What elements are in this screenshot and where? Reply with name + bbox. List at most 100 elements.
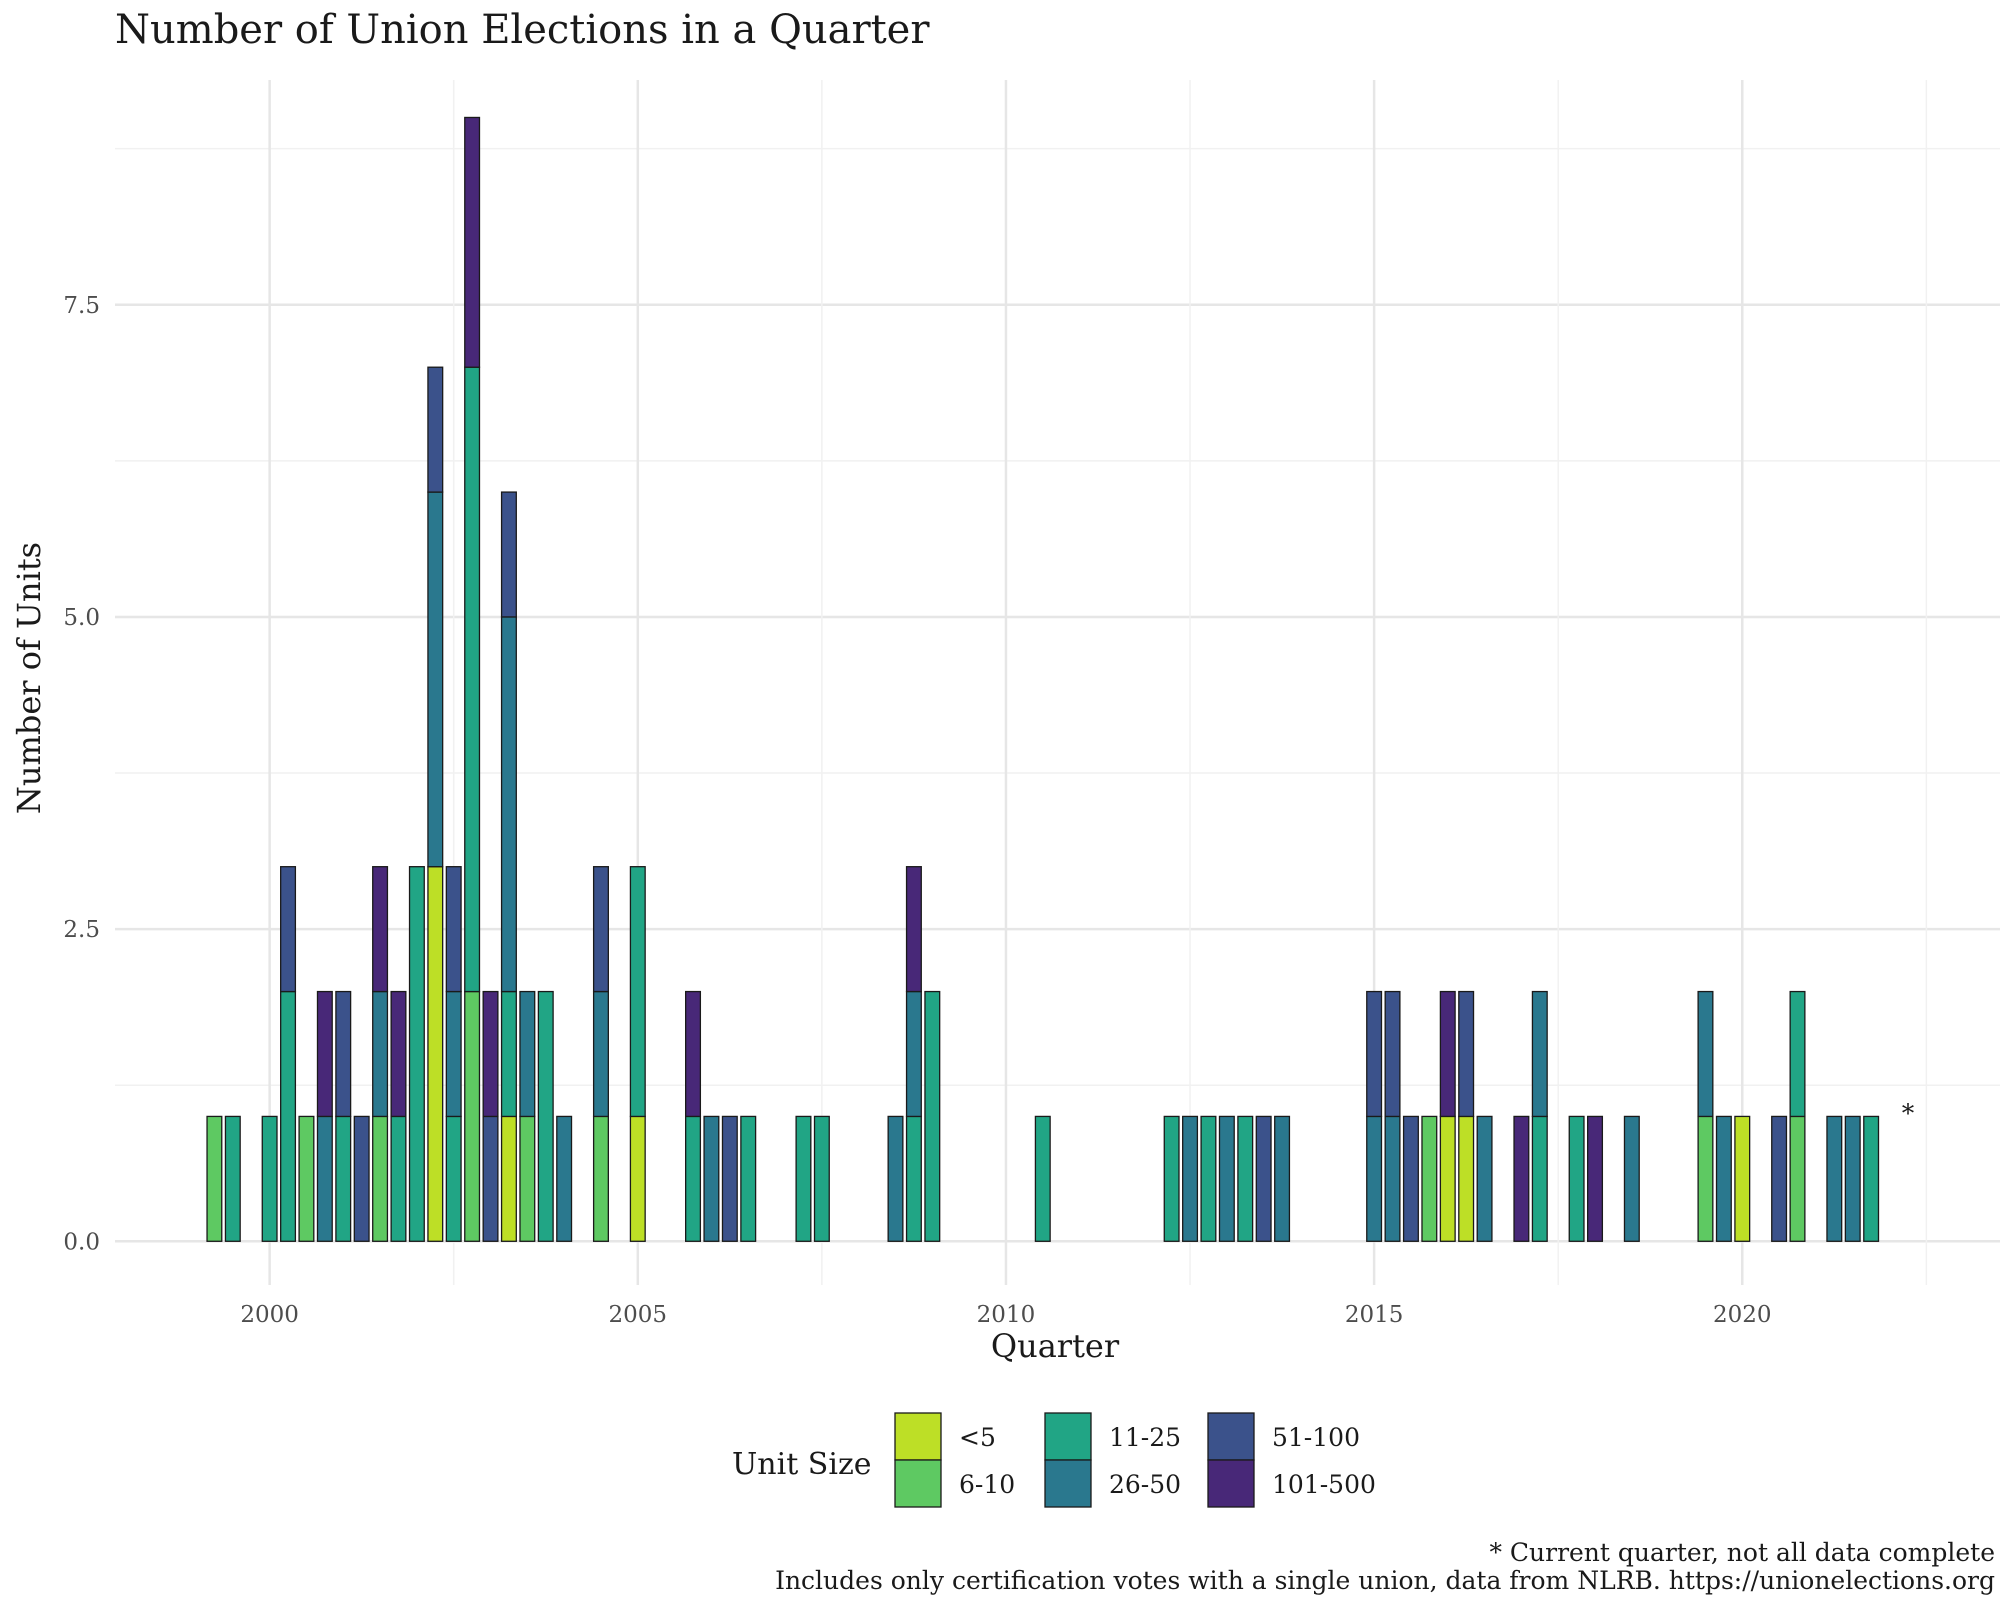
bar-stack xyxy=(1568,1115,1585,1242)
bar-stack xyxy=(1274,1115,1291,1242)
bar-stack xyxy=(1789,990,1806,1242)
bar-stack xyxy=(740,1115,757,1242)
bar-segment-s26_50 xyxy=(500,616,517,993)
bar-segment-s6_10 xyxy=(206,1115,223,1242)
bar-segment-s51_100 xyxy=(482,1115,499,1242)
bar-segment-s6_10 xyxy=(1789,1115,1806,1242)
bar-stack xyxy=(1384,990,1401,1242)
bar-segment-s11_25 xyxy=(1034,1115,1051,1242)
bar-segment-s6_10 xyxy=(1421,1115,1438,1242)
bar-segment-s11_25 xyxy=(1237,1115,1254,1242)
bar-segment-s26_50 xyxy=(427,491,444,868)
bar-segment-s26_50 xyxy=(519,990,536,1118)
bar-stack xyxy=(408,866,425,1242)
bar-segment-s11_25 xyxy=(261,1115,278,1242)
bar-segment-s26_50 xyxy=(1623,1115,1640,1242)
bar-stack xyxy=(1421,1115,1438,1242)
x-tick-label: 2015 xyxy=(1345,1302,1404,1328)
legend-label-s51_100: 51-100 xyxy=(1272,1423,1360,1452)
bar-stack xyxy=(1844,1115,1861,1242)
bar-stack xyxy=(519,990,536,1242)
bar-segment-s51_100 xyxy=(445,866,462,993)
bar-segment-s51_100 xyxy=(335,990,352,1118)
bar-segment-s26_50 xyxy=(445,990,462,1118)
bar-segment-s11_25 xyxy=(280,990,297,1242)
bar-segment-s51_100 xyxy=(1402,1115,1419,1242)
bar-stack xyxy=(224,1115,241,1242)
bar-stack xyxy=(1771,1115,1788,1242)
bar-stack xyxy=(1163,1115,1180,1242)
caption-note: * Current quarter, not all data complete xyxy=(1489,1538,1995,1567)
bar-series xyxy=(206,116,1880,1242)
legend-key-s11_25 xyxy=(1044,1412,1092,1461)
legend-label-s6_10: 6-10 xyxy=(959,1470,1015,1499)
bar-segment-s26_50 xyxy=(372,990,389,1118)
bar-segment-s101_500 xyxy=(482,990,499,1118)
y-tick-label: 2.5 xyxy=(63,917,100,943)
bar-segment-s26_50 xyxy=(316,1115,333,1242)
bar-segment-s11_25 xyxy=(464,366,481,993)
bar-segment-s26_50 xyxy=(1697,990,1714,1118)
bar-segment-s11_25 xyxy=(408,866,425,1242)
y-axis-title: Number of Units xyxy=(10,542,48,814)
x-tick-label: 2000 xyxy=(240,1302,299,1328)
bar-segment-s26_50 xyxy=(1274,1115,1291,1242)
bar-segment-s26_50 xyxy=(703,1115,720,1242)
legend-title: Unit Size xyxy=(732,1447,872,1482)
bar-stack xyxy=(316,990,333,1242)
legend-key-s6_10 xyxy=(894,1459,942,1508)
bar-segment-s26_50 xyxy=(1384,1115,1401,1242)
bar-segment-s11_25 xyxy=(335,1115,352,1242)
bar-segment-s11_25 xyxy=(740,1115,757,1242)
bar-segment-s11_25 xyxy=(685,1115,702,1242)
bar-stack xyxy=(482,990,499,1242)
bar-stack xyxy=(924,990,941,1242)
y-tick-label: 5.0 xyxy=(63,605,100,631)
bar-segment-s26_50 xyxy=(1826,1115,1843,1242)
bar-stack xyxy=(1587,1115,1604,1242)
bar-stack xyxy=(280,866,297,1242)
bar-stack xyxy=(795,1115,812,1242)
bar-stack xyxy=(1218,1115,1235,1242)
bar-segment-s101_500 xyxy=(1513,1115,1530,1242)
bar-stack xyxy=(1734,1115,1751,1242)
bar-segment-lt5 xyxy=(427,866,444,1242)
bar-segment-s6_10 xyxy=(519,1115,536,1242)
bar-segment-s26_50 xyxy=(592,990,609,1118)
y-tick-label: 7.5 xyxy=(63,293,100,319)
bar-segment-s101_500 xyxy=(464,116,481,368)
bar-segment-s11_25 xyxy=(629,866,646,1118)
bar-segment-s51_100 xyxy=(280,866,297,993)
legend-label-s11_25: 11-25 xyxy=(1109,1423,1181,1452)
caption-source: Includes only certification votes with a… xyxy=(775,1566,1995,1595)
bar-stack xyxy=(298,1115,315,1242)
bar-stack xyxy=(353,1115,370,1242)
bar-stack xyxy=(335,990,352,1242)
bar-segment-s11_25 xyxy=(795,1115,812,1242)
bar-segment-s26_50 xyxy=(1715,1115,1732,1242)
bar-segment-s26_50 xyxy=(1531,990,1548,1118)
bar-stack xyxy=(887,1115,904,1242)
bar-segment-s51_100 xyxy=(1384,990,1401,1118)
bar-stack xyxy=(427,366,444,1242)
bar-segment-s11_25 xyxy=(924,990,941,1242)
bar-segment-s6_10 xyxy=(372,1115,389,1242)
bar-stack xyxy=(1458,990,1475,1242)
bar-segment-s26_50 xyxy=(887,1115,904,1242)
bar-segment-s11_25 xyxy=(1531,1115,1548,1242)
bar-stack xyxy=(445,866,462,1242)
bar-stack xyxy=(464,116,481,1242)
x-axis-ticks: 2000 2005 2010 2015 2020 xyxy=(240,1302,1771,1328)
bar-segment-s11_25 xyxy=(500,990,517,1118)
bar-segment-s51_100 xyxy=(721,1115,738,1242)
legend-key-lt5 xyxy=(894,1412,942,1461)
bar-segment-s51_100 xyxy=(1771,1115,1788,1242)
legend-label-s26_50: 26-50 xyxy=(1109,1470,1181,1499)
bar-stack xyxy=(372,866,389,1242)
bar-segment-s51_100 xyxy=(500,491,517,618)
bar-stack xyxy=(261,1115,278,1242)
bar-segment-s51_100 xyxy=(353,1115,370,1242)
bar-stack xyxy=(206,1115,223,1242)
bar-segment-s101_500 xyxy=(390,990,407,1118)
bar-stack xyxy=(721,1115,738,1242)
